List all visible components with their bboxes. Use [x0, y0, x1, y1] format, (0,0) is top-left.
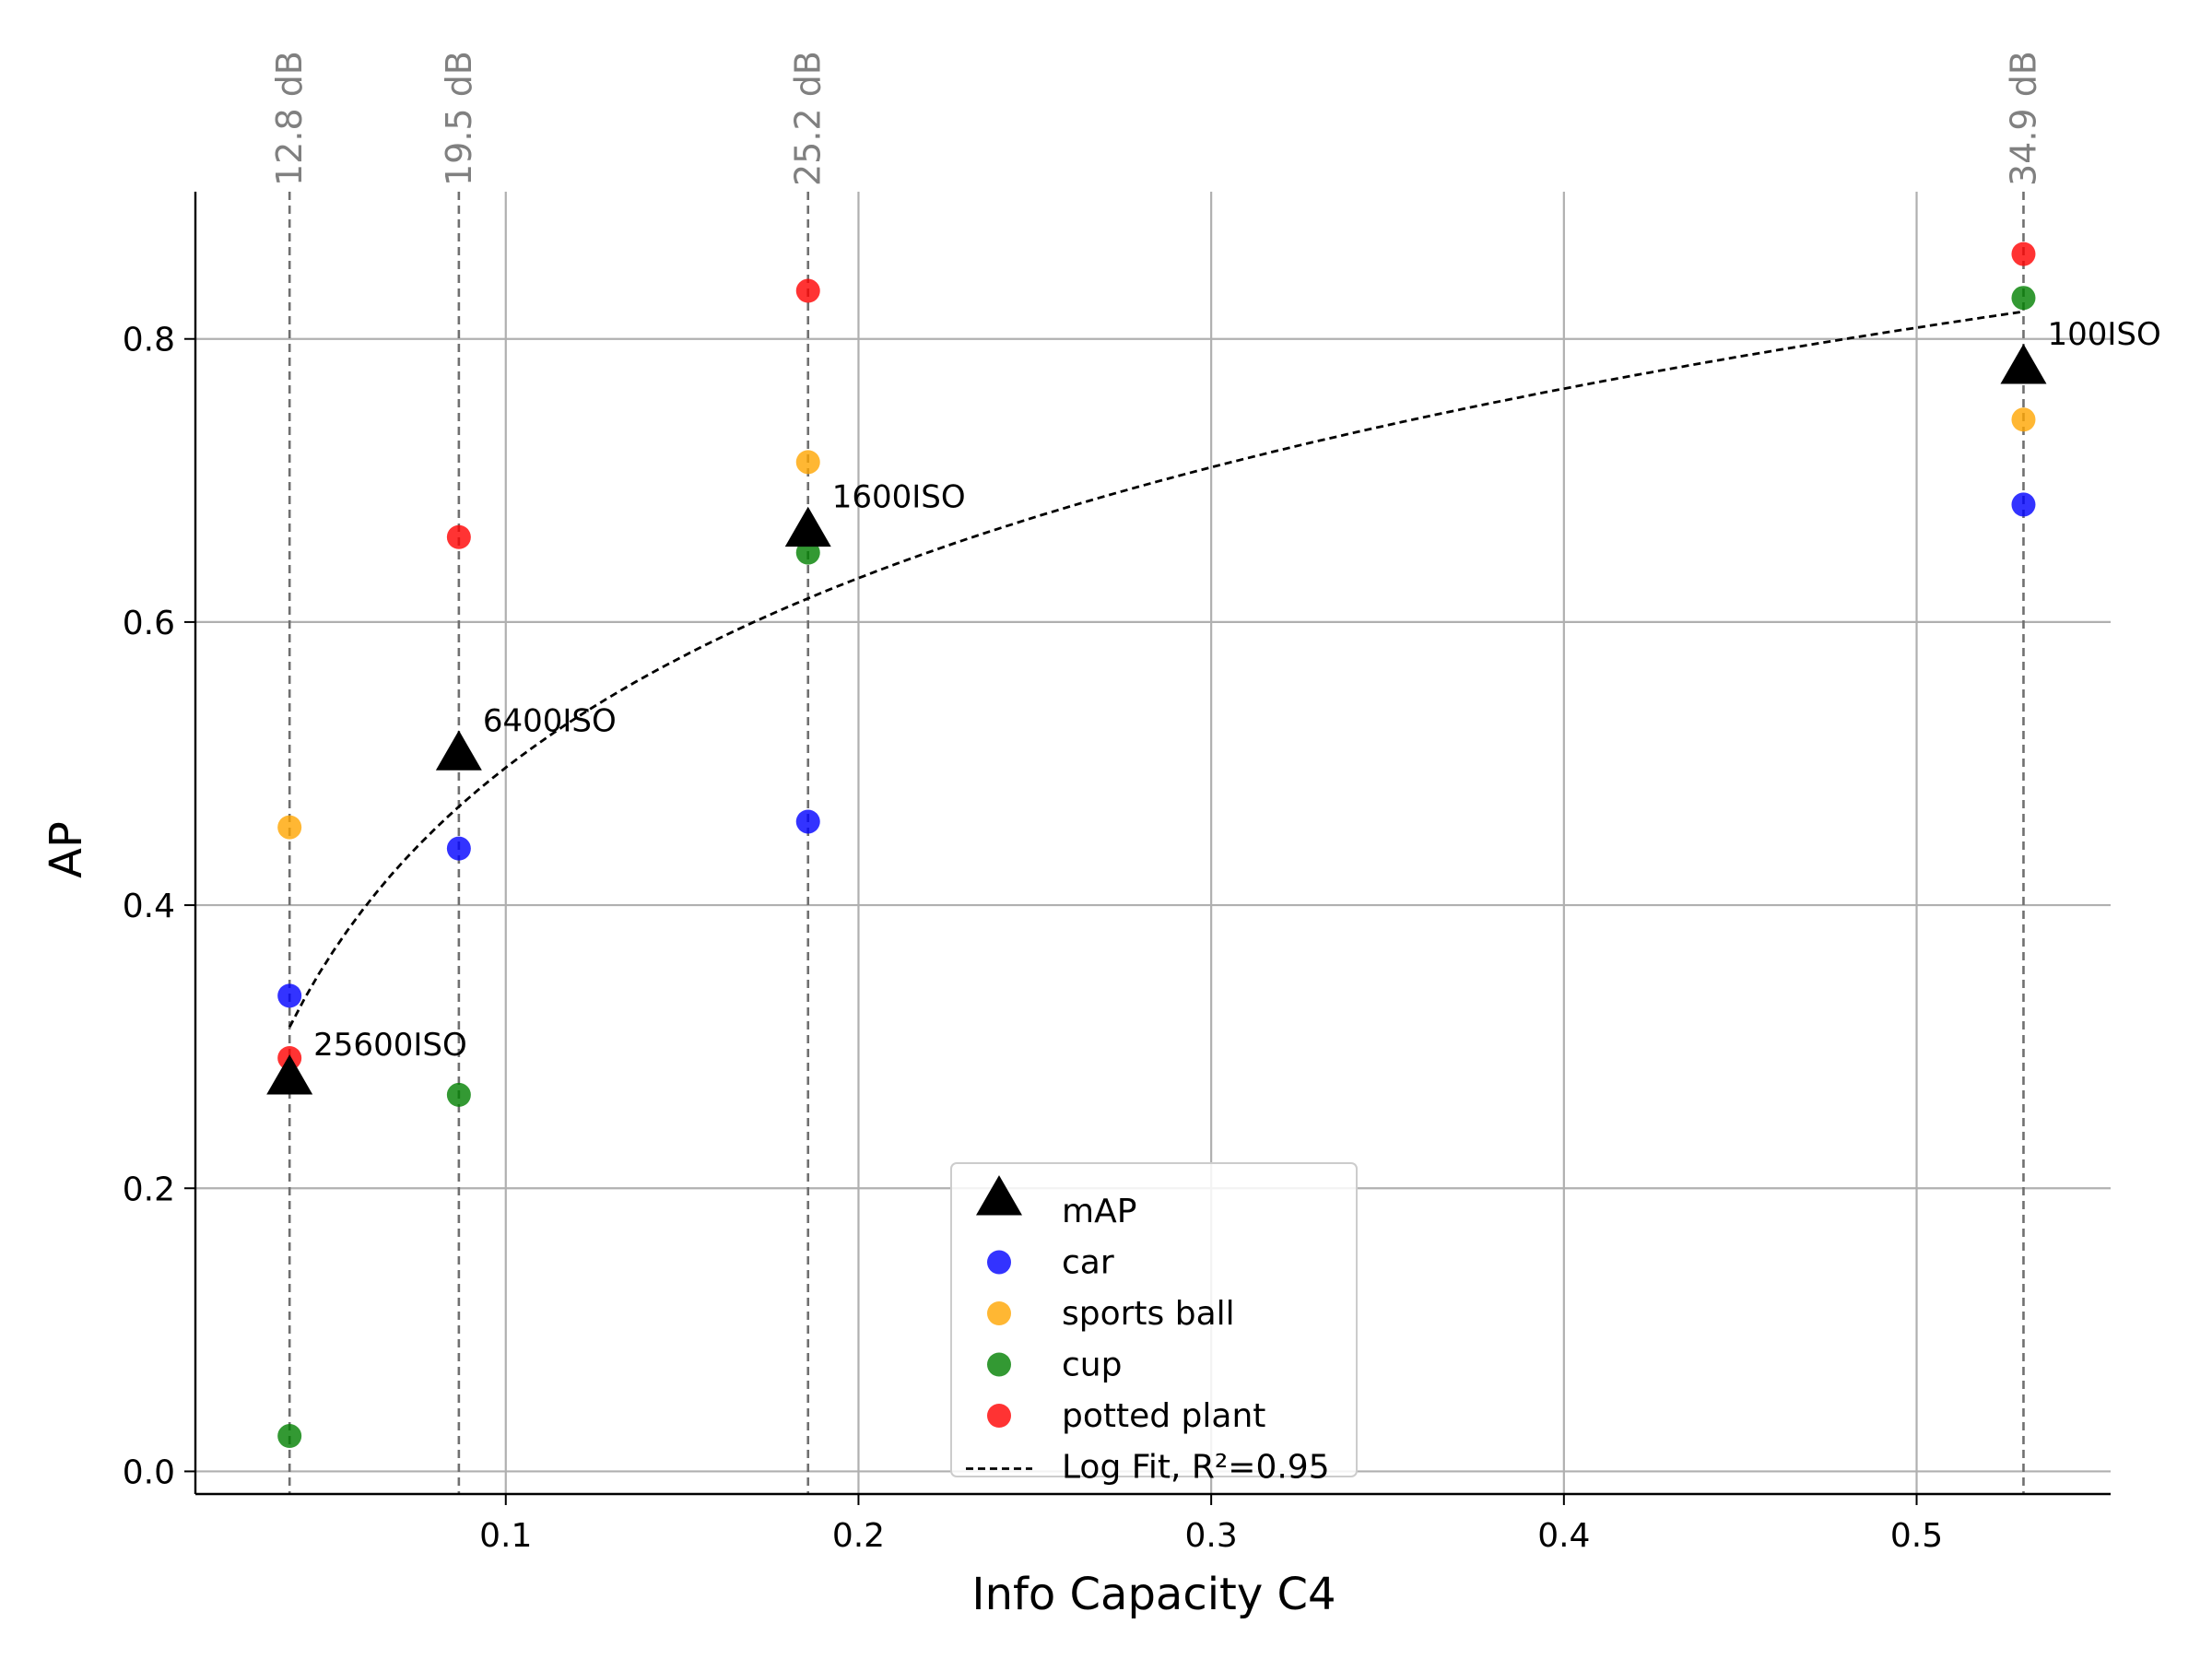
iso-annotation: 100ISO — [2047, 316, 2160, 353]
point-sports-ball — [277, 815, 302, 840]
y-tick-label: 0.6 — [123, 605, 175, 642]
fit-curve-group — [288, 310, 2024, 1029]
x-tick-label: 0.2 — [832, 1517, 885, 1555]
legend-marker-cup — [987, 1352, 1011, 1377]
y-tick-label: 0.2 — [123, 1171, 175, 1208]
point-car — [277, 983, 302, 1008]
y-tick-label: 0.4 — [123, 888, 175, 925]
point-sports-ball — [2011, 407, 2036, 432]
legend-marker-map — [976, 1175, 1022, 1216]
point-map-triangle — [435, 730, 482, 771]
log-fit-curve — [288, 310, 2024, 1029]
point-car — [446, 836, 471, 861]
legend-label: potted plant — [1062, 1397, 1265, 1435]
x-axis-label: Info Capacity C4 — [971, 1569, 1335, 1620]
point-potted-plant — [2011, 241, 2036, 266]
legend-label: mAP — [1062, 1193, 1136, 1230]
y-tick-label: 0.0 — [123, 1453, 175, 1491]
point-cup — [277, 1424, 302, 1449]
legend-marker-potted-plant — [987, 1404, 1011, 1428]
data-points — [266, 241, 2047, 1449]
vertical-marker-label: 34.9 dB — [2003, 51, 2043, 186]
iso-annotation: 1600ISO — [832, 479, 966, 516]
point-cup — [2011, 286, 2036, 311]
vertical-markers: 12.8 dB 19.5 dB 25.2 dB 34.9 dB — [269, 51, 2043, 1494]
legend-marker-sports-ball — [987, 1301, 1011, 1325]
legend-box — [950, 1162, 1358, 1477]
point-map-triangle — [266, 1054, 313, 1095]
point-car — [795, 809, 820, 834]
point-map-triangle — [784, 506, 831, 547]
iso-annotations: 25600ISO 6400ISO 1600ISO 100ISO — [313, 316, 2161, 1064]
vertical-marker-label: 25.2 dB — [788, 51, 829, 186]
y-tick-label: 0.8 — [123, 322, 175, 359]
point-map-triangle — [2000, 344, 2047, 384]
x-tick-label: 0.5 — [1890, 1517, 1943, 1555]
legend-label: cup — [1062, 1347, 1122, 1384]
x-tick-label: 0.1 — [479, 1517, 532, 1555]
legend-label: car — [1062, 1244, 1114, 1282]
legend-label: sports ball — [1062, 1295, 1235, 1333]
legend-label: Log Fit, R²=0.95 — [1062, 1449, 1330, 1487]
point-potted-plant — [446, 524, 471, 549]
axes: 0.1 0.2 0.3 0.4 0.5 0.0 0.2 0.4 0.6 0.8 — [123, 192, 2111, 1555]
y-axis-label: AP — [41, 821, 92, 878]
point-car — [2011, 492, 2036, 517]
point-cup — [446, 1082, 471, 1107]
point-cup — [795, 540, 820, 565]
vertical-marker-label: 19.5 dB — [439, 51, 479, 186]
vertical-marker-label: 12.8 dB — [269, 51, 310, 186]
x-tick-label: 0.3 — [1185, 1517, 1238, 1555]
legend-marker-car — [987, 1250, 1011, 1275]
iso-annotation: 25600ISO — [313, 1027, 467, 1064]
x-tick-label: 0.4 — [1537, 1517, 1590, 1555]
legend: mAP car sports ball cup potted plant Log Fit,… — [950, 1162, 1358, 1487]
point-sports-ball — [795, 450, 820, 475]
iso-annotation: 6400ISO — [483, 702, 617, 739]
point-potted-plant — [795, 278, 820, 303]
